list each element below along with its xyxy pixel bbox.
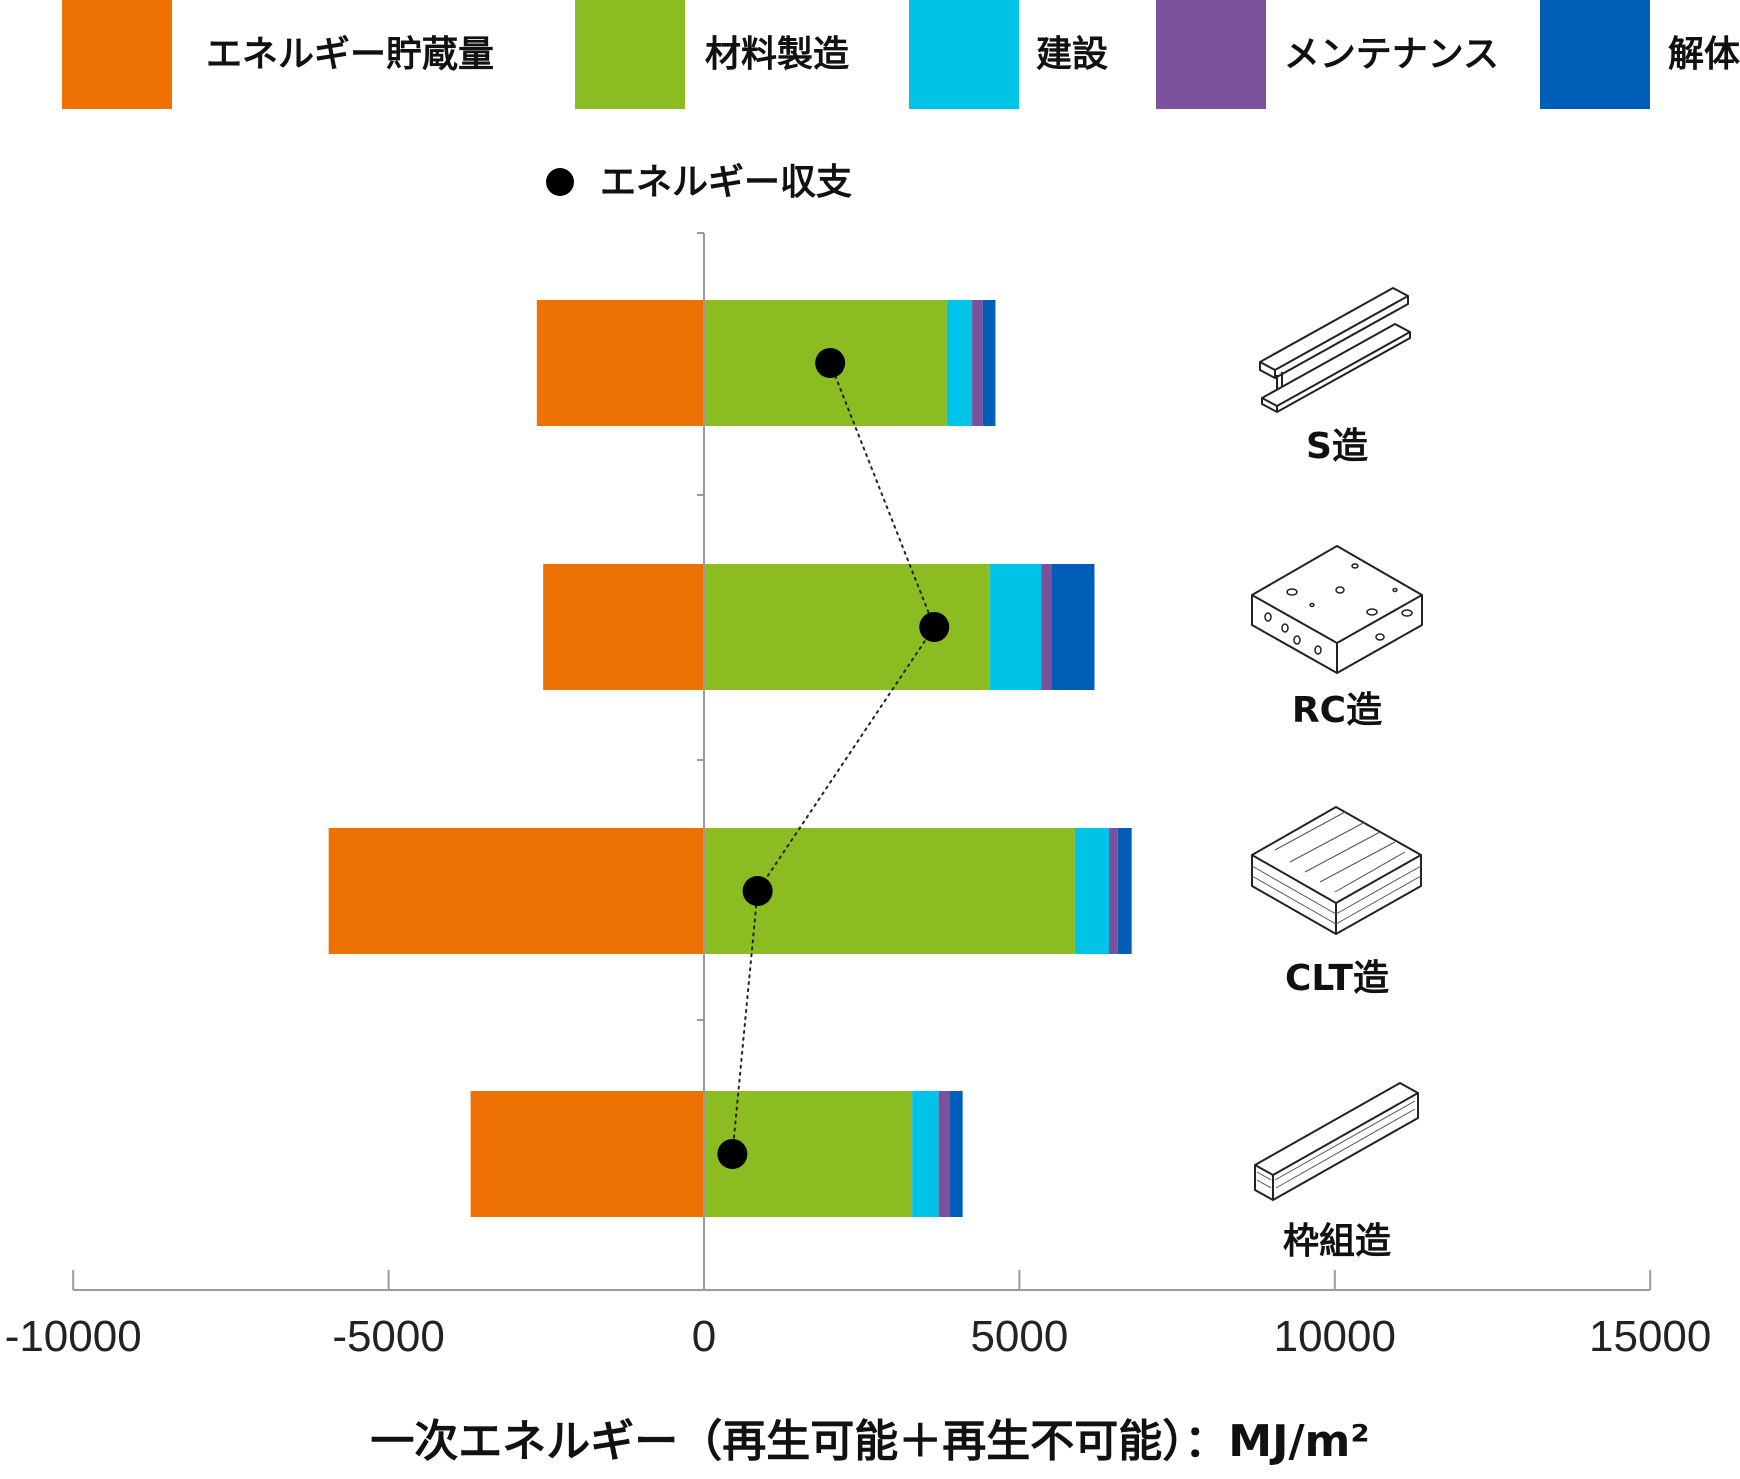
- axes: -10000 -5000 0 5000 10000 15000 一次エネルギー（再生可能＋再…: [5, 232, 1711, 1467]
- timber-joist-icon: [1254, 1082, 1419, 1201]
- balance-point: [919, 612, 950, 642]
- bars: [328, 300, 1132, 1217]
- x-tick-label: 10000: [1274, 1312, 1396, 1361]
- balance-point: [742, 876, 773, 906]
- x-tick-label: 5000: [970, 1312, 1068, 1361]
- bar-segment: [989, 564, 1042, 690]
- legend-label: エネルギー貯蔵量: [206, 34, 494, 75]
- balance-series: [717, 348, 950, 1169]
- steel-beam-icon: [1259, 287, 1411, 413]
- category-label: 枠組造: [1283, 1221, 1391, 1262]
- bar-segment: [972, 300, 983, 426]
- bar-segment: [543, 564, 704, 690]
- category-label: CLT造: [1285, 958, 1389, 999]
- legend-label: 建設: [1036, 34, 1108, 75]
- x-tick-label: -10000: [5, 1312, 142, 1361]
- legend-swatch: [575, 0, 685, 109]
- concrete-slab-icon: [1251, 545, 1423, 674]
- balance-point: [717, 1139, 748, 1169]
- bar-segment: [950, 1091, 963, 1217]
- bar-segment: [938, 1091, 951, 1217]
- bar-segment: [912, 1091, 939, 1217]
- x-axis-title: 一次エネルギー（再生可能＋再生不可能）：MJ/m²: [370, 1416, 1369, 1467]
- balance-point: [815, 348, 846, 378]
- legend-swatch: [909, 0, 1019, 109]
- legend-label: エネルギー収支: [600, 162, 852, 203]
- bar-segment: [536, 300, 704, 426]
- x-tick-label: 15000: [1589, 1312, 1711, 1361]
- bar-segment: [1074, 828, 1109, 954]
- category-label: S造: [1306, 426, 1368, 467]
- x-tick-label: 0: [692, 1312, 716, 1361]
- balance-line: [731, 362, 936, 1155]
- bar-segment: [1051, 564, 1095, 690]
- bar-segment: [470, 1091, 704, 1217]
- legend-label: 材料製造: [705, 34, 849, 75]
- bar-segment: [946, 300, 973, 426]
- legend-marker: [546, 168, 574, 196]
- legend-swatch: [62, 0, 172, 109]
- legend-label: メンテナンス: [1284, 34, 1499, 75]
- bar-segment: [982, 300, 996, 426]
- clt-panel-icon: [1251, 806, 1422, 935]
- bar-segment: [1108, 828, 1118, 954]
- bar-segment: [1117, 828, 1132, 954]
- x-tick-label: -5000: [332, 1312, 445, 1361]
- bar-segment: [1041, 564, 1052, 690]
- legend-swatch: [1156, 0, 1266, 109]
- category-label: RC造: [1292, 690, 1382, 731]
- legend-swatch: [1540, 0, 1650, 109]
- bar-segment: [328, 828, 704, 954]
- legend-label: 解体: [1668, 34, 1740, 75]
